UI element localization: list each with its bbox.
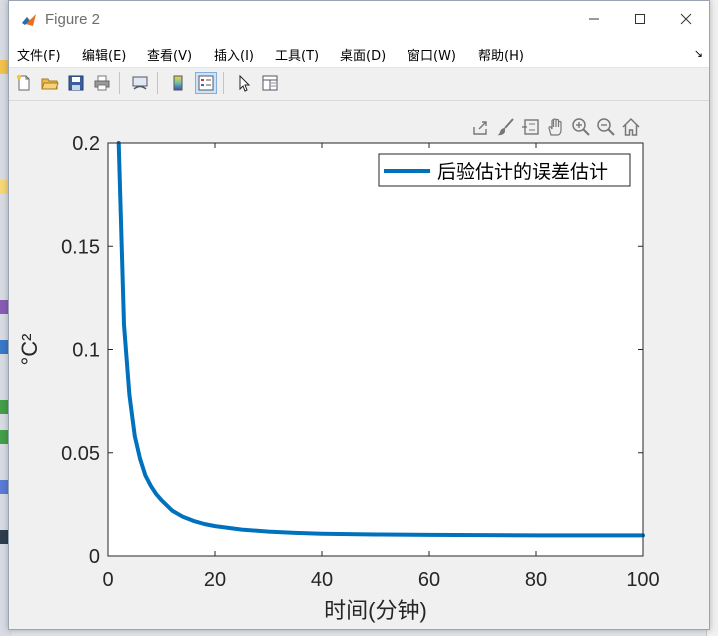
window-title: Figure 2	[45, 11, 101, 28]
menu-tools[interactable]: 工具(T)	[275, 49, 320, 64]
y-tick-label: 0.05	[61, 443, 100, 465]
colorbar-icon	[173, 75, 183, 91]
figure-toolbar	[9, 68, 709, 101]
zoom-in-icon[interactable]	[571, 117, 591, 137]
x-tick-label: 60	[418, 569, 440, 591]
edit-plot-button[interactable]	[233, 72, 255, 94]
link-plot-button[interactable]	[129, 72, 151, 94]
home-icon[interactable]	[621, 117, 641, 137]
print-icon	[94, 75, 110, 91]
minimize-button[interactable]	[571, 1, 617, 37]
legend-icon	[198, 75, 214, 91]
matlab-logo-icon	[22, 14, 36, 26]
property-inspector-icon	[262, 75, 278, 91]
legend-entry: 后验估计的误差估计	[437, 161, 608, 183]
close-icon	[680, 13, 692, 25]
y-tick-label: 0.1	[72, 340, 100, 362]
menu-help[interactable]: 帮助(H)	[478, 49, 524, 64]
y-axis-label: °C²	[17, 333, 42, 365]
y-tick-label: 0.15	[61, 236, 100, 258]
y-tick-label: 0	[89, 546, 100, 568]
maximize-icon	[635, 14, 645, 24]
save-button[interactable]	[65, 72, 87, 94]
x-axis-label: 时间(分钟)	[324, 598, 427, 623]
menu-overflow-icon[interactable]: ↘	[693, 47, 703, 60]
axes-background[interactable]	[108, 143, 643, 556]
zoom-out-icon[interactable]	[596, 117, 616, 137]
toolbar-separator	[119, 72, 120, 94]
open-file-icon	[41, 78, 59, 90]
colorbar-button[interactable]	[167, 72, 189, 94]
export-icon[interactable]	[471, 117, 491, 137]
save-icon	[68, 75, 84, 91]
series-line	[116, 141, 645, 538]
new-figure-icon	[16, 74, 30, 91]
toolbar-separator	[223, 72, 224, 94]
legend[interactable]: 后验估计的误差估计	[378, 153, 631, 187]
x-tick-label: 100	[626, 569, 659, 591]
minimize-icon	[589, 18, 599, 20]
figure-window: Figure 2 文件(F) 编辑(E) 查看(V) 插入(I) 工具(T) 桌…	[8, 0, 710, 630]
data-tips-icon[interactable]	[521, 117, 541, 137]
menu-file[interactable]: 文件(F)	[17, 49, 61, 64]
property-inspector-button[interactable]	[259, 72, 281, 94]
menu-view[interactable]: 查看(V)	[147, 49, 193, 64]
menu-edit[interactable]: 编辑(E)	[82, 49, 127, 64]
plot-svg: 0 0.05 0.1 0.15 0.2 0 20 40 60 80 100 后验估计的误差估计 时…	[17, 133, 660, 623]
toolbar-separator	[157, 72, 158, 94]
title-bar: Figure 2	[9, 1, 709, 39]
menu-window[interactable]: 窗口(W)	[407, 49, 456, 64]
print-button[interactable]	[91, 72, 113, 94]
menu-desktop[interactable]: 桌面(D)	[340, 49, 387, 64]
x-tick-label: 0	[102, 569, 113, 591]
new-figure-button[interactable]	[13, 72, 35, 94]
x-tick-label: 40	[311, 569, 333, 591]
link-plot-icon	[132, 76, 148, 90]
legend-button[interactable]	[195, 72, 217, 94]
axes-frame	[107, 142, 644, 557]
close-button[interactable]	[663, 1, 709, 37]
x-tick-label: 20	[204, 569, 226, 591]
x-tick-label: 80	[525, 569, 547, 591]
edit-plot-icon	[239, 74, 251, 92]
brush-icon[interactable]	[496, 117, 516, 137]
menu-insert[interactable]: 插入(I)	[214, 49, 254, 64]
open-file-button[interactable]	[39, 72, 61, 94]
pan-icon[interactable]	[546, 117, 566, 137]
menu-bar: 文件(F) 编辑(E) 查看(V) 插入(I) 工具(T) 桌面(D) 窗口(W…	[9, 39, 709, 68]
maximize-button[interactable]	[617, 1, 663, 37]
y-tick-label: 0.2	[72, 133, 100, 155]
